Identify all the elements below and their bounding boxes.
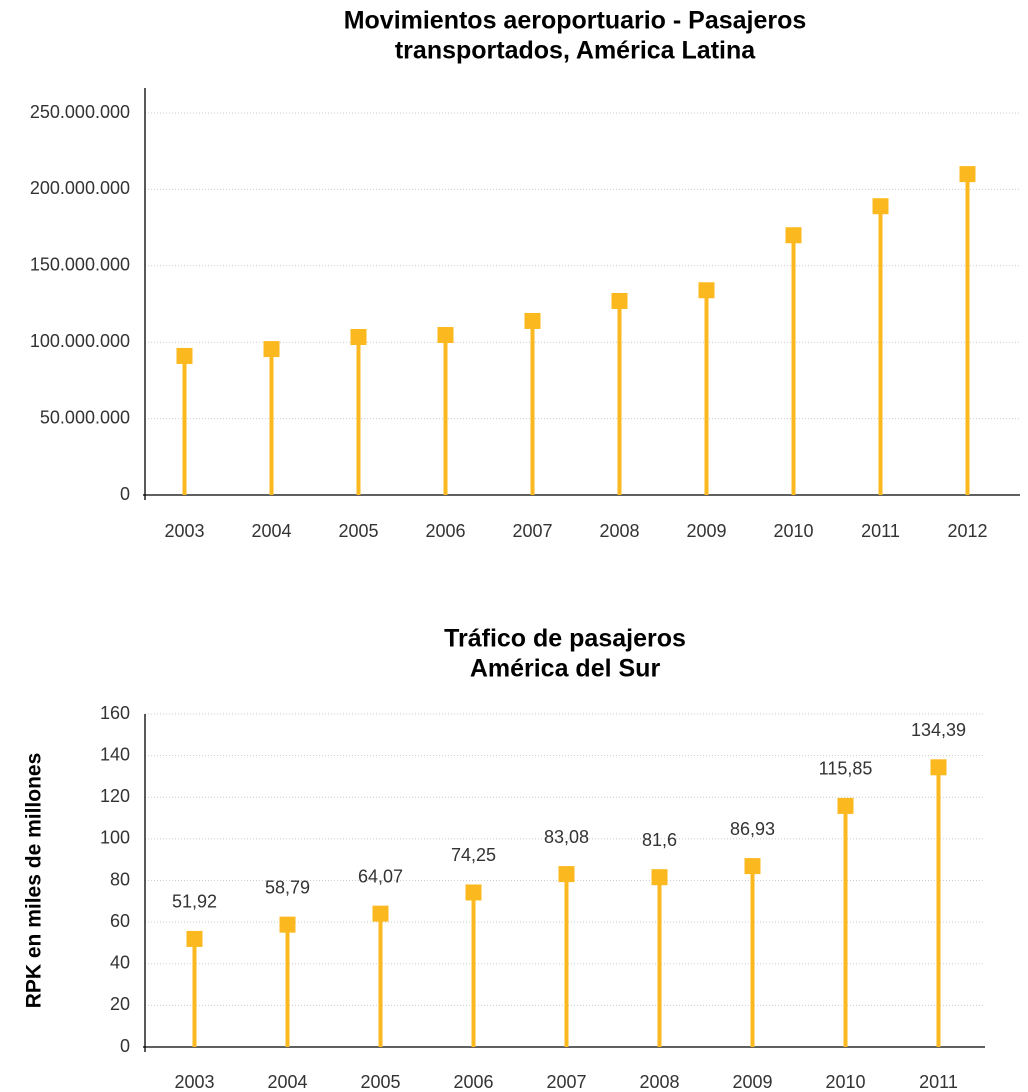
x-tick-label: 2011 [861,521,900,541]
x-tick-label: 2004 [267,1072,307,1092]
marker [785,227,802,244]
data-label: 58,79 [265,877,310,897]
y-tick-label: 100.000.000 [30,331,130,351]
marker [176,347,193,364]
x-tick-label: 2007 [512,521,552,541]
x-tick-label: 2009 [686,521,726,541]
marker [279,916,296,933]
marker [651,869,668,886]
y-tick-label: 120 [100,786,130,806]
chart-title: América del Sur [470,655,661,683]
y-tick-label: 100 [100,828,130,848]
marker [959,166,976,183]
y-tick-label: 140 [100,744,130,764]
y-tick-label: 60 [110,911,130,931]
data-label: 83,08 [544,827,589,847]
data-label: 81,6 [642,830,677,850]
y-tick-label: 160 [100,703,130,723]
x-tick-label: 2010 [773,521,813,541]
marker [263,341,280,358]
y-tick-label: 200.000.000 [30,178,130,198]
marker [372,905,389,922]
x-tick-label: 2008 [639,1072,679,1092]
x-tick-label: 2009 [732,1072,772,1092]
y-tick-label: 250.000.000 [30,102,130,122]
x-tick-label: 2004 [251,521,291,541]
y-tick-label: 40 [110,953,130,973]
data-label: 64,07 [358,866,403,886]
marker [186,930,203,947]
marker [465,884,482,901]
y-tick-label: 0 [120,1036,130,1056]
chart-title: Movimientos aeroportuario - Pasajeros [344,7,807,35]
y-tick-label: 20 [110,994,130,1014]
marker [698,282,715,299]
x-tick-label: 2005 [360,1072,400,1092]
marker [872,198,889,215]
marker [744,858,761,875]
marker [437,327,454,344]
data-label: 51,92 [172,892,217,912]
x-tick-label: 2003 [174,1072,214,1092]
chart-title: Tráfico de pasajeros [444,625,686,653]
x-tick-label: 2011 [919,1072,958,1092]
data-label: 134,39 [911,720,966,740]
y-axis-label: RPK en miles de millones [23,753,46,1009]
x-tick-label: 2003 [164,521,204,541]
marker [837,797,854,814]
marker [524,312,541,329]
x-tick-label: 2010 [825,1072,865,1092]
x-tick-label: 2008 [599,521,639,541]
x-tick-label: 2005 [338,521,378,541]
data-label: 86,93 [730,819,775,839]
y-tick-label: 80 [110,869,130,889]
data-label: 74,25 [451,845,496,865]
y-tick-label: 50.000.000 [40,407,130,427]
x-tick-label: 2006 [425,521,465,541]
marker [930,759,947,776]
y-tick-label: 0 [120,484,130,504]
marker [611,292,628,309]
chart-title: transportados, América Latina [395,37,756,65]
x-tick-label: 2007 [546,1072,586,1092]
x-tick-label: 2006 [453,1072,493,1092]
data-label: 115,85 [819,759,873,779]
marker [350,329,367,346]
x-tick-label: 2012 [947,521,987,541]
marker [558,866,575,883]
y-tick-label: 150.000.000 [30,255,130,275]
